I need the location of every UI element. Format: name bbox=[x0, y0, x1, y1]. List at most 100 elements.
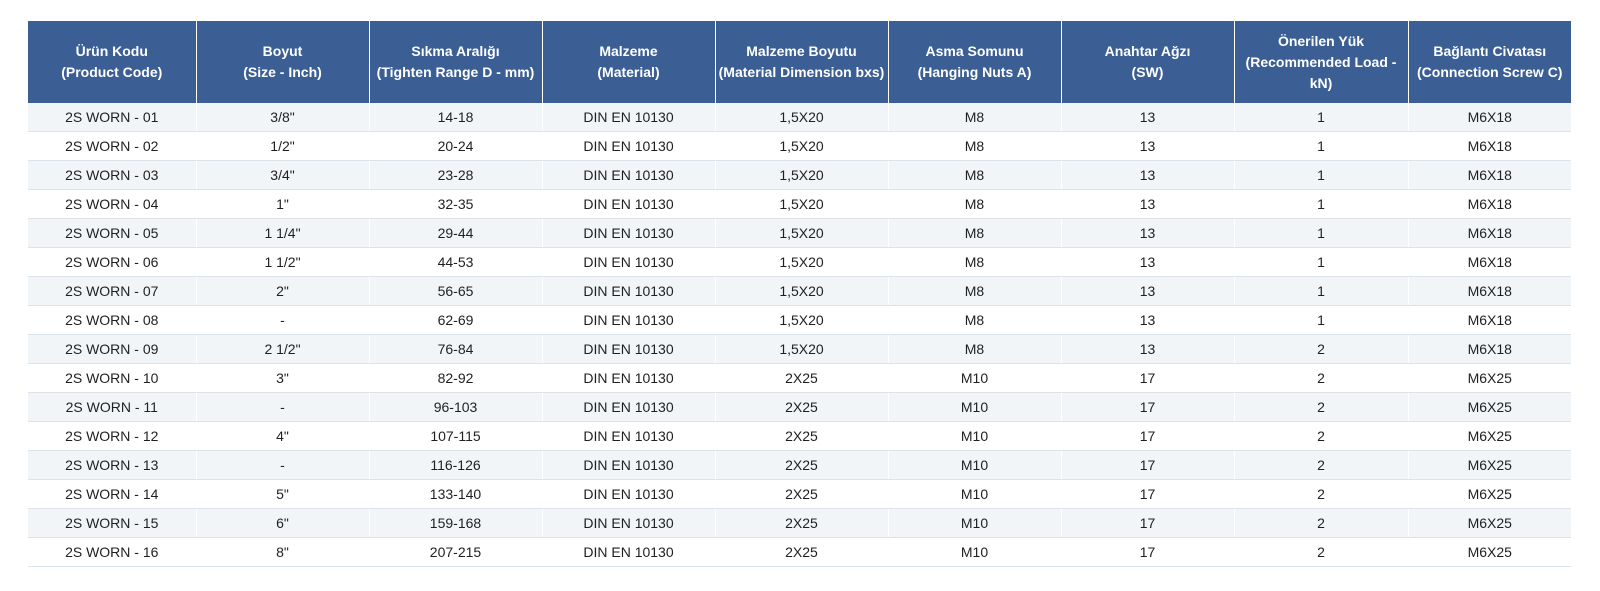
connection-screw-cell: M6X18 bbox=[1408, 305, 1571, 335]
table-body: 2S WORN - 01 3/8" 14-18 DIN EN 10130 1,5X20 M… bbox=[28, 103, 1571, 567]
material-cell: DIN EN 10130 bbox=[542, 247, 716, 277]
recommended-load-cell: 2 bbox=[1234, 479, 1409, 509]
material-cell: DIN EN 10130 bbox=[542, 334, 716, 364]
tighten-range-cell: 133-140 bbox=[369, 479, 543, 509]
material-dimension-cell: 1,5X20 bbox=[715, 247, 889, 277]
recommended-load-cell: 1 bbox=[1234, 103, 1409, 132]
tighten-range-cell: 32-35 bbox=[369, 189, 543, 219]
product-code-cell: 2S WORN - 07 bbox=[28, 276, 197, 306]
hanging-nuts-cell: M10 bbox=[888, 363, 1062, 393]
material-dimension-cell: 1,5X20 bbox=[715, 131, 889, 161]
product-code-cell: 2S WORN - 04 bbox=[28, 189, 197, 219]
header-row: Ürün Kodu (Product Code) Boyut (Size - Inc… bbox=[28, 21, 1571, 103]
wrench-size-cell: 13 bbox=[1061, 103, 1235, 132]
header-sublabel: (Recommended Load - kN) bbox=[1245, 53, 1397, 91]
size-cell: 5" bbox=[196, 479, 370, 509]
material-dimension-cell: 1,5X20 bbox=[715, 103, 889, 132]
table-row: 2S WORN - 05 1 1/4" 29-44 DIN EN 10130 1,5X2… bbox=[28, 218, 1571, 248]
tighten-range-cell: 62-69 bbox=[369, 305, 543, 335]
header-connection-screw: Bağlantı Civatası (Connection Screw C) bbox=[1408, 21, 1571, 103]
hanging-nuts-cell: M10 bbox=[888, 508, 1062, 538]
material-dimension-cell: 2X25 bbox=[715, 363, 889, 393]
connection-screw-cell: M6X18 bbox=[1408, 103, 1571, 132]
header-sublabel: (Product Code) bbox=[61, 64, 163, 80]
material-dimension-cell: 2X25 bbox=[715, 450, 889, 480]
size-cell: 1 1/2" bbox=[196, 247, 370, 277]
material-dimension-cell: 1,5X20 bbox=[715, 218, 889, 248]
hanging-nuts-cell: M10 bbox=[888, 450, 1062, 480]
material-dimension-cell: 1,5X20 bbox=[715, 160, 889, 190]
header-label: Malzeme Boyutu bbox=[746, 43, 857, 59]
recommended-load-cell: 2 bbox=[1234, 363, 1409, 393]
header-recommended-load: Önerilen Yük (Recommended Load - kN) bbox=[1234, 21, 1409, 103]
material-cell: DIN EN 10130 bbox=[542, 392, 716, 422]
header-label: Ürün Kodu bbox=[75, 43, 148, 59]
tighten-range-cell: 44-53 bbox=[369, 247, 543, 277]
hanging-nuts-cell: M8 bbox=[888, 218, 1062, 248]
product-spec-table: Ürün Kodu (Product Code) Boyut (Size - Inc… bbox=[28, 21, 1571, 567]
recommended-load-cell: 1 bbox=[1234, 305, 1409, 335]
tighten-range-cell: 116-126 bbox=[369, 450, 543, 480]
hanging-nuts-cell: M8 bbox=[888, 131, 1062, 161]
connection-screw-cell: M6X18 bbox=[1408, 218, 1571, 248]
recommended-load-cell: 1 bbox=[1234, 218, 1409, 248]
table-row: 2S WORN - 04 1" 32-35 DIN EN 10130 1,5X20 M8 1… bbox=[28, 189, 1571, 219]
tighten-range-cell: 56-65 bbox=[369, 276, 543, 306]
product-code-cell: 2S WORN - 16 bbox=[28, 537, 197, 567]
material-cell: DIN EN 10130 bbox=[542, 131, 716, 161]
recommended-load-cell: 1 bbox=[1234, 247, 1409, 277]
header-sublabel: (Tighten Range D - mm) bbox=[376, 64, 535, 80]
header-label: Önerilen Yük bbox=[1277, 32, 1365, 49]
material-cell: DIN EN 10130 bbox=[542, 450, 716, 480]
connection-screw-cell: M6X25 bbox=[1408, 363, 1571, 393]
size-cell: 8" bbox=[196, 537, 370, 567]
hanging-nuts-cell: M10 bbox=[888, 392, 1062, 422]
wrench-size-cell: 13 bbox=[1061, 334, 1235, 364]
table-header: Ürün Kodu (Product Code) Boyut (Size - Inc… bbox=[28, 21, 1571, 103]
size-cell: 3/8" bbox=[196, 103, 370, 132]
wrench-size-cell: 17 bbox=[1061, 479, 1235, 509]
hanging-nuts-cell: M8 bbox=[888, 305, 1062, 335]
wrench-size-cell: 13 bbox=[1061, 189, 1235, 219]
connection-screw-cell: M6X18 bbox=[1408, 247, 1571, 277]
connection-screw-cell: M6X18 bbox=[1408, 131, 1571, 161]
size-cell: - bbox=[196, 450, 370, 480]
size-cell: 4" bbox=[196, 421, 370, 451]
header-hanging-nuts: Asma Somunu (Hanging Nuts A) bbox=[888, 21, 1062, 103]
product-code-cell: 2S WORN - 02 bbox=[28, 131, 197, 161]
tighten-range-cell: 14-18 bbox=[369, 103, 543, 132]
material-cell: DIN EN 10130 bbox=[542, 537, 716, 567]
recommended-load-cell: 2 bbox=[1234, 537, 1409, 567]
material-dimension-cell: 2X25 bbox=[715, 479, 889, 509]
product-code-cell: 2S WORN - 13 bbox=[28, 450, 197, 480]
wrench-size-cell: 17 bbox=[1061, 392, 1235, 422]
hanging-nuts-cell: M8 bbox=[888, 160, 1062, 190]
material-dimension-cell: 2X25 bbox=[715, 392, 889, 422]
tighten-range-cell: 29-44 bbox=[369, 218, 543, 248]
material-dimension-cell: 2X25 bbox=[715, 508, 889, 538]
table-row: 2S WORN - 09 2 1/2" 76-84 DIN EN 10130 1,5X2… bbox=[28, 334, 1571, 364]
hanging-nuts-cell: M8 bbox=[888, 276, 1062, 306]
header-label: Asma Somunu bbox=[925, 43, 1024, 59]
material-dimension-cell: 1,5X20 bbox=[715, 276, 889, 306]
table-row: 2S WORN - 12 4" 107-115 DIN EN 10130 2X25 M10… bbox=[28, 421, 1571, 451]
table-row: 2S WORN - 14 5" 133-140 DIN EN 10130 2X25 M10… bbox=[28, 479, 1571, 509]
size-cell: 2 1/2" bbox=[196, 334, 370, 364]
size-cell: - bbox=[196, 305, 370, 335]
product-code-cell: 2S WORN - 15 bbox=[28, 508, 197, 538]
table-row: 2S WORN - 16 8" 207-215 DIN EN 10130 2X25 M10… bbox=[28, 537, 1571, 567]
hanging-nuts-cell: M8 bbox=[888, 247, 1062, 277]
material-cell: DIN EN 10130 bbox=[542, 189, 716, 219]
wrench-size-cell: 13 bbox=[1061, 305, 1235, 335]
material-dimension-cell: 2X25 bbox=[715, 537, 889, 567]
hanging-nuts-cell: M8 bbox=[888, 103, 1062, 132]
header-sublabel: (Hanging Nuts A) bbox=[917, 64, 1032, 80]
header-sublabel: (Material) bbox=[597, 64, 660, 80]
connection-screw-cell: M6X25 bbox=[1408, 537, 1571, 567]
recommended-load-cell: 2 bbox=[1234, 421, 1409, 451]
tighten-range-cell: 20-24 bbox=[369, 131, 543, 161]
material-cell: DIN EN 10130 bbox=[542, 508, 716, 538]
table-row: 2S WORN - 15 6" 159-168 DIN EN 10130 2X25 M10… bbox=[28, 508, 1571, 538]
table-row: 2S WORN - 11-96-103 DIN EN 10130 2X25 M10 17… bbox=[28, 392, 1571, 422]
material-dimension-cell: 2X25 bbox=[715, 421, 889, 451]
